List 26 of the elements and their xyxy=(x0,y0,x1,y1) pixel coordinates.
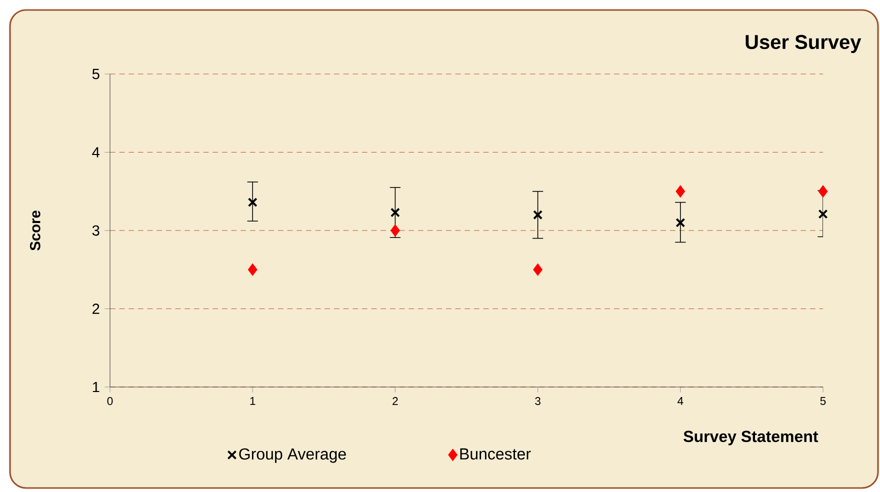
point xyxy=(676,186,685,198)
chart-title: User Survey xyxy=(746,34,862,54)
legend-label: Group Average xyxy=(239,448,346,463)
x-tick-label: 0 xyxy=(107,397,113,406)
y-tick-label: 2 xyxy=(92,304,100,314)
point xyxy=(818,209,828,219)
point xyxy=(390,224,400,236)
point xyxy=(533,210,543,220)
x-tick-label: 2 xyxy=(392,397,398,405)
y-tick-label: 4 xyxy=(92,147,100,158)
x-tick-label: 5 xyxy=(820,397,826,405)
y-tick-label: 3 xyxy=(92,225,100,236)
point xyxy=(248,198,258,208)
legend-label: Buncester xyxy=(460,448,531,460)
y-tick-label: 5 xyxy=(92,68,100,80)
x-tick-label: 3 xyxy=(535,397,540,406)
point xyxy=(676,218,686,228)
x-tick-label: 4 xyxy=(678,397,684,405)
x-axis-title: Survey Statement xyxy=(684,430,818,446)
point xyxy=(248,264,258,276)
point xyxy=(533,264,542,276)
x-tick-label: 1 xyxy=(250,397,256,405)
y-tick-label: 1 xyxy=(92,382,100,392)
y-axis-title: Score xyxy=(30,210,40,250)
point xyxy=(818,186,828,198)
point xyxy=(390,208,400,218)
